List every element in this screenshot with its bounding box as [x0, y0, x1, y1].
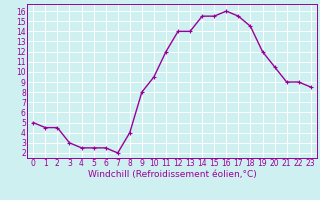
- X-axis label: Windchill (Refroidissement éolien,°C): Windchill (Refroidissement éolien,°C): [88, 170, 256, 179]
